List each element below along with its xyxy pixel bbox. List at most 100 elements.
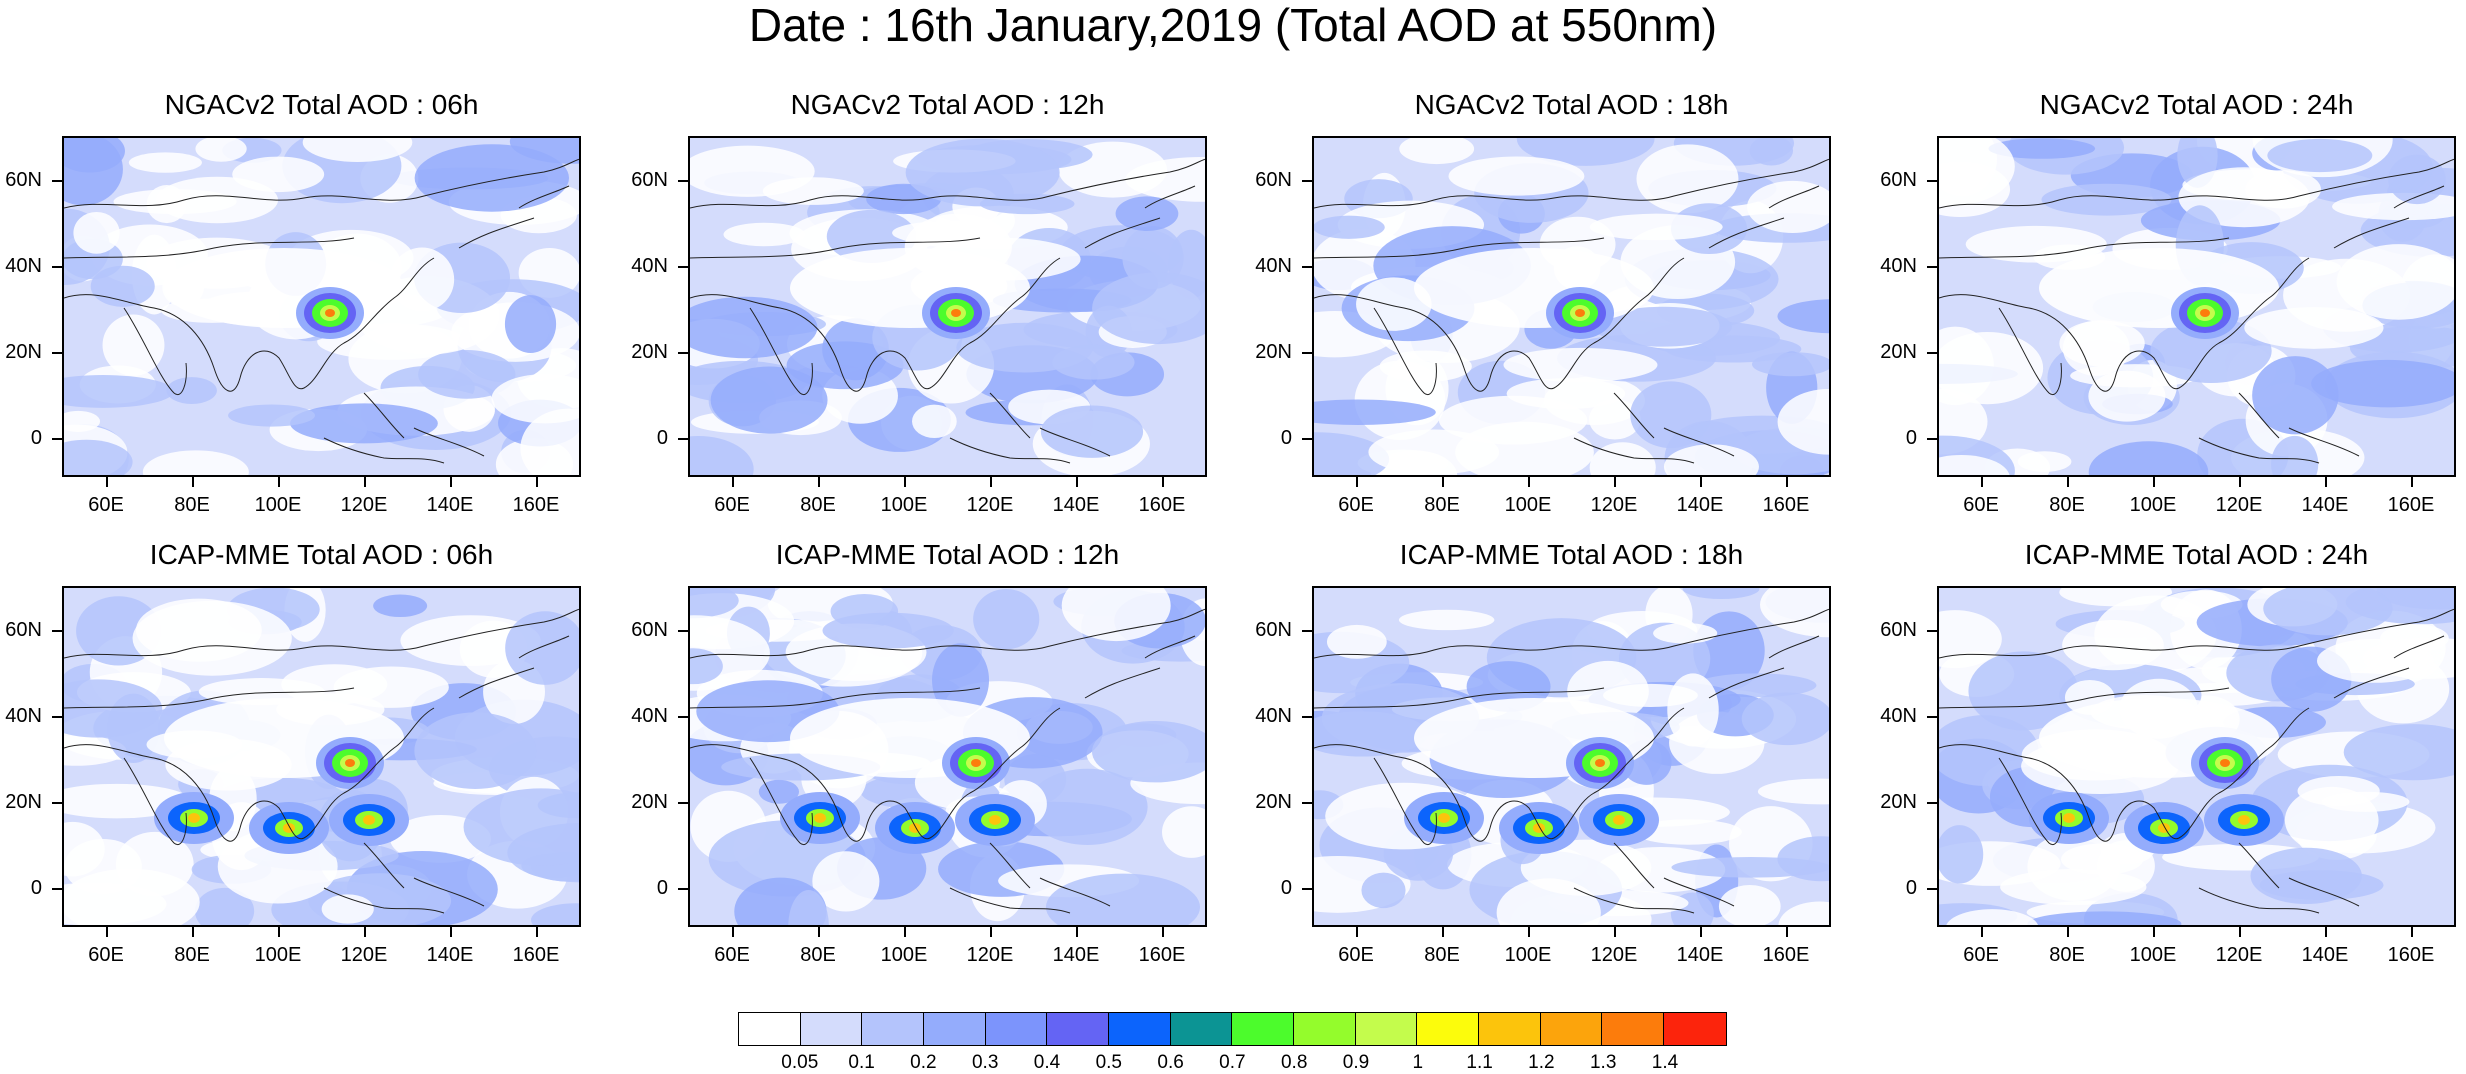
lat-tick-mark — [1302, 352, 1312, 354]
lon-tick-mark — [1614, 477, 1616, 487]
lat-tick-mark — [52, 266, 62, 268]
colorbar-swatch — [1417, 1013, 1479, 1045]
colorbar-swatch — [1294, 1013, 1356, 1045]
lon-tick-label: 100E — [2118, 495, 2188, 515]
lon-tick-label: 140E — [2290, 945, 2360, 965]
lon-tick-mark — [990, 477, 992, 487]
lat-tick-mark — [1927, 716, 1937, 718]
lon-tick-label: 140E — [1665, 495, 1735, 515]
colorbar-swatch — [1602, 1013, 1664, 1045]
lon-tick-mark — [278, 927, 280, 937]
lon-tick-label: 120E — [955, 945, 1025, 965]
icap-panel-4-title: ICAP-MME Total AOD : 24h — [1917, 541, 2466, 569]
lat-tick-label: 20N — [1242, 792, 1292, 812]
lon-tick-mark — [1442, 477, 1444, 487]
icap-panel-2-map — [688, 586, 1207, 927]
lon-tick-label: 80E — [783, 495, 853, 515]
colorbar-swatch — [739, 1013, 801, 1045]
lon-tick-mark — [2153, 927, 2155, 937]
colorbar-swatch — [1479, 1013, 1541, 1045]
lat-tick-mark — [678, 802, 688, 804]
lon-tick-mark — [1076, 477, 1078, 487]
lon-tick-label: 80E — [1407, 495, 1477, 515]
lon-tick-mark — [536, 477, 538, 487]
lon-tick-label: 140E — [2290, 495, 2360, 515]
lat-tick-mark — [52, 352, 62, 354]
lon-tick-mark — [2067, 927, 2069, 937]
icap-panel-3-aod-field — [1314, 588, 1831, 927]
lat-tick-label: 40N — [618, 706, 668, 726]
colorbar-swatch — [924, 1013, 986, 1045]
lon-tick-mark — [2153, 477, 2155, 487]
lon-tick-label: 60E — [1321, 945, 1391, 965]
colorbar-swatch — [1356, 1013, 1418, 1045]
lon-tick-label: 140E — [1041, 495, 1111, 515]
lat-tick-label: 40N — [1867, 706, 1917, 726]
colorbar-swatch — [1171, 1013, 1233, 1045]
lon-tick-mark — [1700, 927, 1702, 937]
lat-tick-mark — [1927, 802, 1937, 804]
lon-tick-label: 80E — [157, 495, 227, 515]
lat-tick-label: 0 — [1242, 878, 1292, 898]
lat-tick-mark — [52, 802, 62, 804]
ngac-panel-3-title: NGACv2 Total AOD : 18h — [1292, 91, 1852, 119]
lon-tick-label: 120E — [1579, 945, 1649, 965]
lon-tick-mark — [1786, 477, 1788, 487]
lon-tick-label: 120E — [2204, 495, 2274, 515]
ngac-panel-1-aod-field — [64, 138, 581, 477]
lon-tick-label: 80E — [2032, 495, 2102, 515]
lon-tick-label: 100E — [2118, 945, 2188, 965]
ngac-panel-2-aod-field — [690, 138, 1207, 477]
lon-tick-mark — [818, 477, 820, 487]
lat-tick-mark — [678, 180, 688, 182]
lat-tick-label: 40N — [1242, 706, 1292, 726]
lon-tick-label: 120E — [329, 495, 399, 515]
lon-tick-label: 120E — [329, 945, 399, 965]
icap-panel-2-aod-field — [690, 588, 1207, 927]
lat-tick-label: 60N — [0, 170, 42, 190]
lon-tick-mark — [1528, 477, 1530, 487]
lon-tick-mark — [732, 927, 734, 937]
lat-tick-mark — [1927, 438, 1937, 440]
lon-tick-mark — [990, 927, 992, 937]
lon-tick-label: 160E — [1751, 945, 1821, 965]
colorbar-swatch — [986, 1013, 1048, 1045]
lat-tick-label: 40N — [1242, 256, 1292, 276]
lat-tick-label: 0 — [618, 878, 668, 898]
lon-tick-label: 80E — [157, 945, 227, 965]
colorbar-swatch — [1047, 1013, 1109, 1045]
lat-tick-mark — [1302, 630, 1312, 632]
lon-tick-label: 140E — [1665, 945, 1735, 965]
lon-tick-mark — [1356, 927, 1358, 937]
lat-tick-label: 20N — [1242, 342, 1292, 362]
colorbar — [738, 1012, 1727, 1046]
lon-tick-label: 120E — [2204, 945, 2274, 965]
lon-tick-label: 140E — [415, 945, 485, 965]
lat-tick-mark — [678, 716, 688, 718]
lon-tick-mark — [2411, 927, 2413, 937]
lon-tick-label: 120E — [955, 495, 1025, 515]
lat-tick-label: 20N — [0, 342, 42, 362]
lon-tick-mark — [450, 477, 452, 487]
ngac-panel-4-title: NGACv2 Total AOD : 24h — [1917, 91, 2466, 119]
lat-tick-label: 40N — [0, 706, 42, 726]
colorbar-swatch — [1109, 1013, 1171, 1045]
lon-tick-label: 100E — [869, 495, 939, 515]
lat-tick-label: 0 — [1867, 878, 1917, 898]
lat-tick-mark — [1927, 352, 1937, 354]
lon-tick-mark — [192, 927, 194, 937]
lon-tick-mark — [364, 477, 366, 487]
lon-tick-label: 160E — [1127, 495, 1197, 515]
lat-tick-mark — [678, 630, 688, 632]
lon-tick-label: 60E — [1321, 495, 1391, 515]
lon-tick-mark — [1076, 927, 1078, 937]
lat-tick-label: 60N — [0, 620, 42, 640]
lat-tick-mark — [678, 266, 688, 268]
lon-tick-label: 160E — [1751, 495, 1821, 515]
lon-tick-label: 80E — [1407, 945, 1477, 965]
ngac-panel-4-aod-field — [1939, 138, 2456, 477]
lat-tick-mark — [1927, 888, 1937, 890]
lon-tick-label: 80E — [783, 945, 853, 965]
lon-tick-mark — [106, 927, 108, 937]
lon-tick-mark — [1786, 927, 1788, 937]
